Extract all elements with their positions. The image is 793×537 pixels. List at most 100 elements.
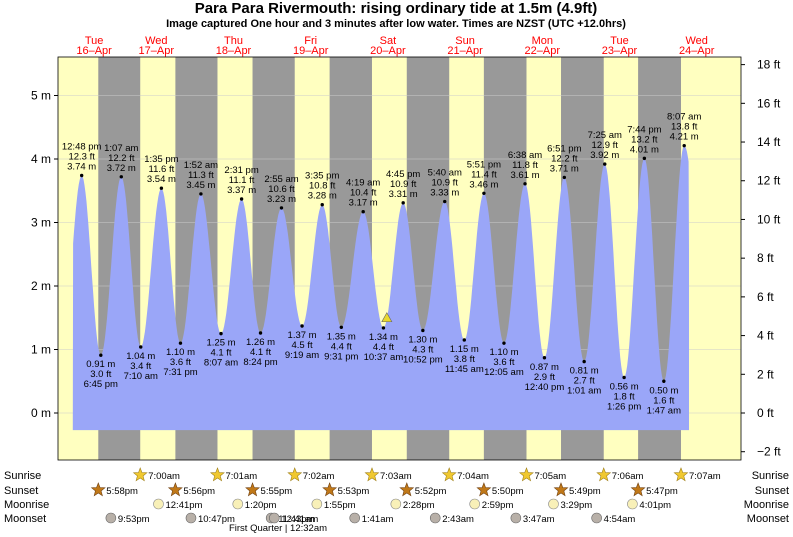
day-date: 24–Apr bbox=[679, 45, 715, 57]
sunrise-time: 7:05am bbox=[534, 471, 566, 482]
high-time: 12:48 pm bbox=[62, 142, 102, 153]
tide-point bbox=[239, 197, 244, 201]
tide-point bbox=[642, 156, 647, 161]
low-m: 1.15 m bbox=[450, 344, 479, 355]
day-date: 20–Apr bbox=[370, 45, 406, 57]
low-ft: 3.6 ft bbox=[493, 357, 514, 368]
low-time: 8:24 pm bbox=[243, 357, 277, 368]
day-name: Wed bbox=[145, 35, 167, 47]
day-date: 22–Apr bbox=[525, 45, 561, 57]
sun-icon bbox=[364, 467, 380, 482]
sunset-time: 5:55pm bbox=[261, 486, 293, 497]
left-tick-label: 3 m bbox=[31, 216, 51, 230]
low-m: 1.35 m bbox=[327, 331, 356, 342]
low-m: 1.26 m bbox=[246, 337, 275, 348]
tide-point bbox=[79, 173, 84, 178]
right-tick-label: 8 ft bbox=[757, 251, 774, 265]
row-label-left: Sunrise bbox=[4, 470, 41, 482]
sun-icon bbox=[132, 467, 148, 482]
sunset-time: 5:53pm bbox=[338, 486, 370, 497]
high-m: 3.71 m bbox=[550, 163, 579, 174]
sunrise-time: 7:02am bbox=[303, 471, 335, 482]
moonset-time: 3:47am bbox=[523, 514, 555, 525]
left-tick-label: 2 m bbox=[31, 279, 51, 293]
low-ft: 4.4 ft bbox=[331, 341, 352, 352]
low-ft: 2.9 ft bbox=[534, 372, 555, 383]
low-time: 9:31 pm bbox=[324, 351, 358, 362]
low-time: 8:07 am bbox=[204, 358, 238, 369]
moonrise-icon bbox=[390, 498, 402, 510]
right-tick-label: 14 ft bbox=[757, 135, 781, 149]
moonset-icon bbox=[429, 512, 441, 524]
tide-point bbox=[622, 375, 626, 380]
low-ft: 4.3 ft bbox=[412, 344, 433, 355]
high-time: 3:35 pm bbox=[305, 171, 339, 182]
tide-point bbox=[159, 186, 164, 190]
sun-moon-events: Sunrise Sunrise Sunset Sunset Moonrise Moonri… bbox=[4, 467, 789, 534]
high-m: 3.17 m bbox=[349, 198, 378, 209]
low-ft: 4.4 ft bbox=[373, 342, 394, 353]
sun-icon bbox=[287, 467, 303, 482]
low-m: 0.87 m bbox=[530, 362, 559, 373]
left-tick-label: 0 m bbox=[31, 406, 51, 420]
high-time: 4:45 pm bbox=[386, 169, 420, 180]
tide-point bbox=[320, 203, 324, 207]
moonset-time: 11:43pm bbox=[278, 514, 314, 525]
tide-point bbox=[401, 201, 405, 205]
moonset-time: 2:43am bbox=[442, 514, 474, 525]
sunrise-time: 7:01am bbox=[225, 471, 257, 482]
low-ft: 1.6 ft bbox=[653, 395, 674, 406]
low-time: 7:31 pm bbox=[163, 367, 197, 378]
tide-point bbox=[482, 191, 486, 195]
sun-icon bbox=[673, 467, 689, 482]
day-name: Sat bbox=[380, 35, 397, 47]
high-ft: 12.9 ft bbox=[592, 140, 619, 151]
day-name: Tue bbox=[85, 35, 104, 47]
high-ft: 10.9 ft bbox=[390, 179, 417, 190]
right-tick-label: 2 ft bbox=[757, 367, 774, 381]
high-m: 3.61 m bbox=[511, 170, 540, 181]
moonset-time: 9:53pm bbox=[118, 514, 150, 525]
low-m: 0.91 m bbox=[86, 359, 115, 370]
moonrise-icon bbox=[153, 498, 164, 510]
row-label-right: Sunrise bbox=[752, 470, 789, 482]
high-m: 3.45 m bbox=[186, 180, 215, 191]
sun-icon bbox=[90, 482, 106, 497]
right-tick-label: 10 ft bbox=[757, 212, 781, 226]
low-ft: 3.0 ft bbox=[90, 369, 111, 380]
high-ft: 11.3 ft bbox=[188, 170, 214, 181]
tide-point bbox=[199, 192, 203, 196]
tide-point bbox=[119, 175, 123, 179]
moonset-icon bbox=[105, 512, 117, 524]
moonrise-time: 3:29pm bbox=[561, 500, 593, 511]
tide-point bbox=[300, 324, 304, 328]
low-ft: 1.8 ft bbox=[614, 391, 635, 402]
tide-point bbox=[523, 182, 527, 186]
low-ft: 4.5 ft bbox=[292, 340, 313, 351]
right-tick-label: 6 ft bbox=[757, 290, 774, 304]
tide-point bbox=[381, 326, 386, 330]
high-ft: 12.2 ft bbox=[551, 153, 578, 164]
high-ft: 11.1 ft bbox=[229, 175, 255, 186]
sunrise-time: 7:06am bbox=[612, 471, 644, 482]
high-m: 3.31 m bbox=[389, 189, 418, 200]
tide-point bbox=[603, 162, 607, 166]
tide-point bbox=[682, 143, 686, 148]
tide-point bbox=[542, 356, 547, 360]
moonrise-time: 4:01pm bbox=[639, 500, 671, 511]
sun-icon bbox=[553, 482, 569, 497]
high-time: 6:38 am bbox=[508, 150, 542, 161]
high-ft: 10.8 ft bbox=[309, 181, 336, 192]
high-m: 3.46 m bbox=[469, 179, 498, 190]
low-time: 1:26 pm bbox=[607, 401, 641, 412]
high-ft: 10.4 ft bbox=[350, 188, 377, 199]
low-time: 7:10 am bbox=[124, 371, 158, 382]
tide-point bbox=[582, 359, 586, 364]
moonrise-icon bbox=[548, 498, 559, 510]
right-tick-label: 12 ft bbox=[757, 174, 781, 188]
high-time: 8:07 am bbox=[667, 112, 701, 123]
day-name: Sun bbox=[455, 35, 475, 47]
sunrise-time: 7:04am bbox=[457, 471, 489, 482]
high-m: 3.92 m bbox=[590, 150, 619, 161]
